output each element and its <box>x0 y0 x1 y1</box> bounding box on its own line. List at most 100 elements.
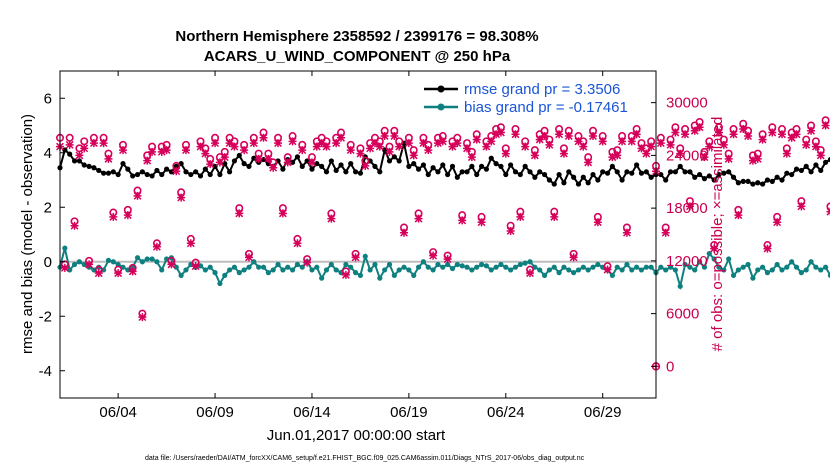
bias-point <box>231 264 238 270</box>
obs-assimilated-marker <box>361 161 370 170</box>
obs-assimilated-marker <box>622 228 631 237</box>
bias-point <box>285 264 291 270</box>
bias-point <box>139 259 145 265</box>
bias-point <box>391 272 397 278</box>
rmse-point <box>711 177 717 183</box>
obs-assimilated-marker <box>254 154 263 163</box>
rmse-point <box>760 181 766 187</box>
bias-point <box>372 261 378 268</box>
rmse-point <box>338 162 344 168</box>
rmse-point <box>648 174 654 180</box>
rmse-point <box>488 155 494 161</box>
bias-point <box>740 264 746 270</box>
obs-assimilated-marker <box>375 142 384 151</box>
bias-point <box>779 267 785 273</box>
rmse-point <box>517 171 523 178</box>
bias-point <box>716 264 722 270</box>
bias-point <box>154 259 160 265</box>
rmse-point <box>396 158 402 164</box>
bias-point <box>498 261 504 268</box>
bias-point <box>469 267 475 273</box>
rmse-point <box>464 169 470 175</box>
bias-point <box>265 270 271 276</box>
bias-point <box>798 270 804 276</box>
legend-rmse-marker <box>437 85 445 93</box>
bias-point <box>541 272 548 278</box>
rmse-point <box>527 169 533 175</box>
bias-point <box>537 267 543 273</box>
legend-rmse-label: rmse grand pr = 3.3506 <box>464 81 620 98</box>
obs-assimilated-marker <box>201 149 210 158</box>
obs-assimilated-marker <box>65 140 74 149</box>
rmse-point <box>769 178 775 184</box>
bias-point <box>435 261 441 268</box>
obs-assimilated-marker <box>414 214 423 223</box>
bias-point <box>411 272 417 278</box>
bias-point <box>784 264 790 270</box>
obs-assimilated-marker <box>714 128 723 137</box>
obs-assimilated-marker <box>627 137 636 146</box>
y2-tick-label: 24000 <box>666 147 708 164</box>
bias-point <box>222 272 228 278</box>
obs-assimilated-marker <box>249 139 258 148</box>
obs-assimilated-marker <box>438 137 447 146</box>
obs-assimilated-marker <box>351 253 360 262</box>
bias-point <box>793 264 800 270</box>
bias-point <box>430 267 436 273</box>
bias-point <box>726 256 732 262</box>
bias-point <box>634 264 640 270</box>
rmse-point <box>76 158 82 164</box>
rmse-point <box>493 161 499 167</box>
obs-assimilated-marker <box>763 244 772 253</box>
bias-point <box>672 267 678 273</box>
obs-assimilated-marker <box>564 132 573 141</box>
obs-assimilated-marker <box>642 149 651 158</box>
bias-point <box>149 256 155 262</box>
rmse-point <box>159 171 165 178</box>
obs-assimilated-marker <box>327 214 336 223</box>
rmse-point <box>571 174 577 180</box>
bias-point <box>512 264 519 270</box>
bias-point <box>241 267 247 273</box>
rmse-point <box>643 169 649 175</box>
rmse-point <box>638 170 645 176</box>
bias-point <box>721 267 727 273</box>
bias-point <box>648 264 654 270</box>
obs-assimilated-marker <box>521 142 530 151</box>
rmse-point <box>372 163 378 169</box>
rmse-point <box>706 173 712 179</box>
bias-point <box>377 275 383 281</box>
obs-assimilated-marker <box>598 137 607 146</box>
rmse-point <box>595 177 601 183</box>
rmse-point <box>658 171 664 178</box>
legend: rmse grand pr = 3.3506 bias grand pr = -… <box>424 81 628 116</box>
obs-assimilated-marker <box>530 151 539 160</box>
bias-point <box>357 272 364 278</box>
rmse-point <box>556 171 562 178</box>
rmse-point <box>154 167 160 174</box>
bias-point <box>478 261 485 268</box>
rmse-point <box>692 174 698 180</box>
rmse-point <box>604 170 611 176</box>
x-tick-label: 06/19 <box>390 404 428 421</box>
y2-axis-ticks: 0 6000 12000 18000 24000 30000 <box>651 95 708 375</box>
obs-assimilated-marker <box>322 142 331 151</box>
bias-point <box>822 264 829 270</box>
rmse-point <box>619 177 625 183</box>
bias-point <box>454 261 460 268</box>
rmse-point <box>522 163 528 169</box>
rmse-point <box>164 166 170 172</box>
bias-point <box>561 264 567 270</box>
obs-assimilated-marker <box>80 144 89 153</box>
obs-assimilated-marker <box>225 139 234 148</box>
obs-assimilated-marker <box>317 139 326 148</box>
rmse-point <box>774 174 780 180</box>
obs-assimilated-marker <box>511 130 520 139</box>
obs-assimilated-marker <box>574 137 583 146</box>
rmse-point <box>217 171 223 178</box>
obs-assimilated-marker <box>482 142 491 151</box>
obs-assimilated-marker <box>807 126 816 135</box>
bias-point <box>818 267 824 273</box>
obs-assimilated-marker <box>60 263 69 272</box>
